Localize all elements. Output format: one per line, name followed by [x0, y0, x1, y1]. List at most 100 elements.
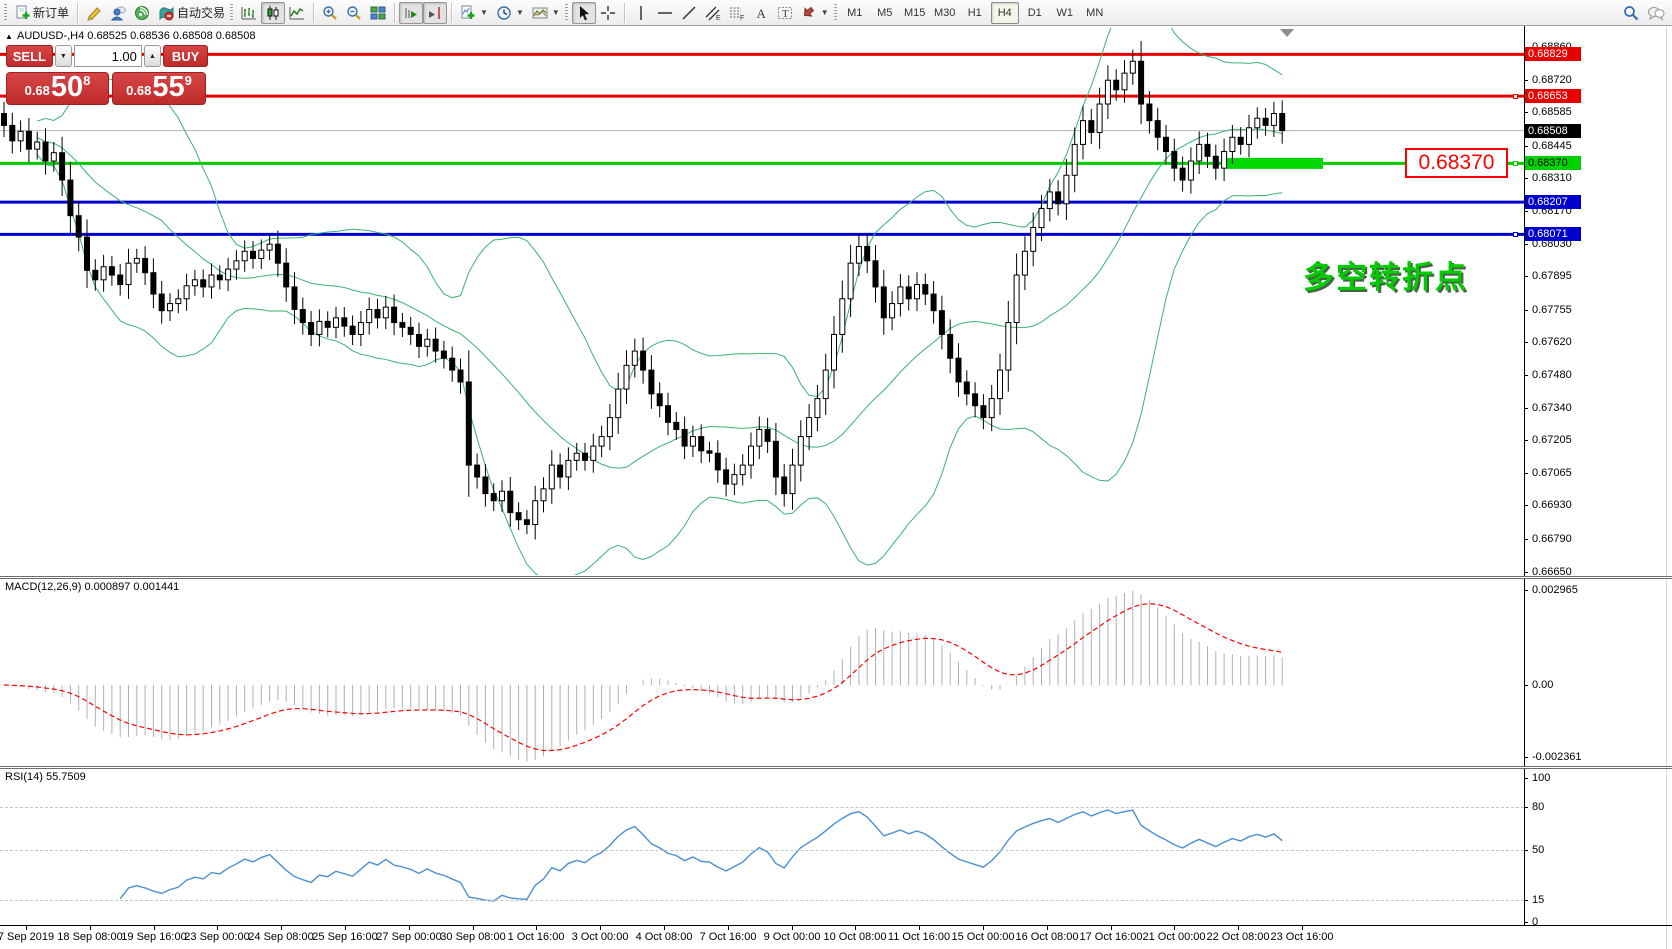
crayon-button[interactable]	[82, 2, 106, 24]
time-axis-label: 4 Oct 08:00	[635, 931, 693, 943]
zoom-out-button[interactable]	[342, 2, 366, 24]
price-tick-label: 0.67480	[1532, 369, 1572, 381]
community-button[interactable]	[106, 2, 130, 24]
time-axis-label: 27 Sep 00:00	[376, 931, 442, 943]
timeframe-m5-button[interactable]: M5	[877, 6, 893, 19]
arrows-button[interactable]: ▼	[797, 2, 833, 24]
macd-tick-label: 0.002965	[1532, 584, 1578, 596]
line-anchor-handle[interactable]	[1513, 232, 1518, 237]
volume-increase-button[interactable]: ▲	[143, 45, 162, 67]
buy-quote-button[interactable]: 0.68 55 9	[112, 72, 206, 105]
collapse-panel-arrow-icon[interactable]: ▲	[5, 32, 13, 41]
time-axis-line	[0, 925, 1672, 926]
search-button[interactable]	[1619, 2, 1643, 24]
time-axis-tick	[1047, 926, 1048, 930]
fibonacci-button[interactable]: F	[725, 2, 749, 24]
price-tick-label: 0.68030	[1532, 238, 1572, 250]
signals-button[interactable]	[130, 2, 154, 24]
timeframe-m1-button[interactable]: M1	[847, 6, 863, 19]
trendline-button[interactable]	[677, 2, 701, 24]
toolbar-grip[interactable]	[833, 3, 837, 22]
macd-panel-separator[interactable]	[0, 576, 1672, 579]
time-axis-tick	[536, 926, 537, 930]
rsi-tick-label: 50	[1532, 844, 1545, 856]
time-axis-label: 30 Sep 08:00	[440, 931, 506, 943]
timeframe-d1-button[interactable]: D1	[1027, 6, 1042, 19]
chat-button[interactable]	[1643, 2, 1669, 24]
tile-windows-button[interactable]	[366, 2, 390, 24]
toolbar: 新订单 自动交易	[0, 0, 1672, 26]
crosshair-button[interactable]	[596, 2, 620, 24]
timeframe-h4-button[interactable]: H4	[990, 1, 1019, 24]
price-tick	[1524, 505, 1528, 506]
line-anchor-handle[interactable]	[1513, 161, 1518, 166]
volume-input[interactable]	[73, 45, 142, 67]
volume-decrease-button[interactable]: ▼	[54, 45, 72, 67]
line-anchor-handle[interactable]	[1513, 94, 1518, 99]
toolbar-grip[interactable]	[4, 3, 7, 22]
window-right-edge	[1666, 26, 1667, 949]
arrows-icon	[801, 5, 817, 21]
main-chart-canvas[interactable]	[0, 26, 1524, 925]
price-tick-label: 0.66930	[1532, 499, 1572, 511]
toolbar-grip[interactable]	[230, 3, 234, 22]
rsi-level-line	[0, 900, 1524, 901]
timeframe-m30-button[interactable]: M30	[934, 6, 956, 19]
price-tick	[1524, 375, 1528, 376]
rsi-tick	[1524, 807, 1528, 808]
chart-line-button[interactable]	[285, 2, 309, 24]
periods-button[interactable]: ▼	[492, 2, 528, 24]
price-callout-box[interactable]: 0.68370	[1405, 148, 1508, 178]
horizontal-line-button[interactable]	[653, 2, 677, 24]
chart-shift-icon	[427, 5, 443, 21]
rsi-panel-separator[interactable]	[0, 766, 1672, 769]
cursor-button[interactable]	[571, 1, 596, 24]
zoom-in-icon	[322, 5, 338, 21]
sell-quote-button[interactable]: 0.68 50 8	[6, 72, 109, 105]
text-button[interactable]: A	[749, 2, 773, 24]
macd-tick-label: -0.002361	[1532, 751, 1582, 763]
time-axis-label: 9 Oct 00:00	[763, 931, 821, 943]
autotrading-button[interactable]: 自动交易	[154, 2, 229, 24]
price-tick-label: 0.67755	[1532, 304, 1572, 316]
time-axis-tick	[1302, 926, 1303, 930]
price-tick-label: 0.67205	[1532, 434, 1572, 446]
turning-point-annotation[interactable]: 多空转折点	[1303, 260, 1468, 295]
vertical-line-button[interactable]	[629, 2, 653, 24]
auto-scroll-button[interactable]	[399, 1, 424, 24]
sell-button[interactable]: SELL	[6, 45, 53, 67]
time-axis-tick	[1174, 926, 1175, 930]
toolbar-separator	[394, 2, 396, 23]
timeframe-h1-button[interactable]: H1	[967, 6, 982, 19]
text-label-button[interactable]: T	[773, 2, 797, 24]
buy-button[interactable]: BUY	[163, 45, 209, 67]
rsi-tick	[1524, 850, 1528, 851]
chart-shift-button[interactable]	[423, 1, 448, 24]
price-tick-label: 0.67340	[1532, 402, 1572, 414]
time-axis-tick	[983, 926, 984, 930]
time-axis-label: 1 Oct 16:00	[507, 931, 565, 943]
chart-candles-button[interactable]	[261, 1, 286, 24]
text-icon: A	[753, 5, 769, 21]
timeframe-w1-button[interactable]: W1	[1056, 6, 1073, 19]
toolbar-separator	[313, 2, 315, 23]
scroll-to-end-marker-icon[interactable]	[1280, 29, 1294, 37]
templates-button[interactable]: ▼	[528, 2, 564, 24]
time-axis-label: 22 Oct 08:00	[1206, 931, 1270, 943]
toolbar-grip[interactable]	[564, 3, 568, 22]
time-axis-tick	[855, 926, 856, 930]
equidistant-channel-button[interactable]: E	[701, 2, 725, 24]
timeframe-m15-button[interactable]: M15	[904, 6, 926, 19]
trendline-icon	[681, 5, 697, 21]
time-axis-tick	[600, 926, 601, 930]
price-tick	[1524, 539, 1528, 540]
dropdown-caret-icon: ▼	[551, 8, 560, 17]
chart-bars-button[interactable]	[237, 2, 261, 24]
price-tick-label: 0.67620	[1532, 336, 1572, 348]
new-order-button[interactable]: 新订单	[11, 2, 73, 24]
indicators-button[interactable]: ▼	[456, 2, 492, 24]
zoom-in-button[interactable]	[318, 2, 342, 24]
dropdown-caret-icon: ▼	[820, 8, 829, 17]
rsi-tick-label: 0	[1532, 916, 1539, 928]
timeframe-mn-button[interactable]: MN	[1086, 6, 1104, 19]
